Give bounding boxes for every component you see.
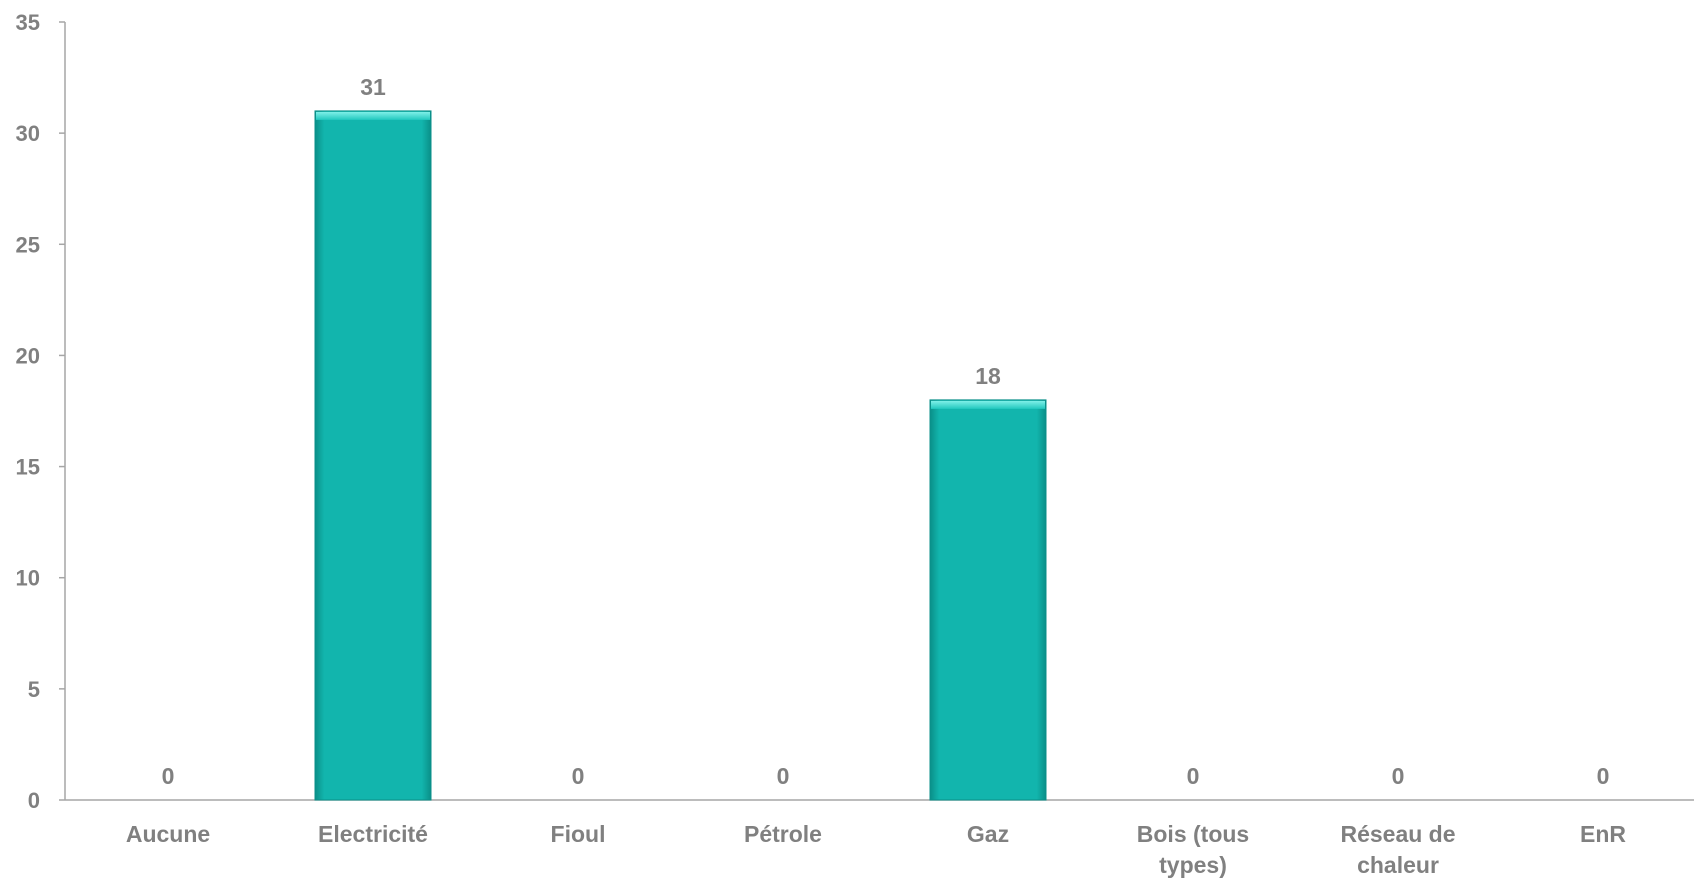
bar	[929, 399, 1047, 801]
y-axis: 0 5 10 15 20 25 30 35	[16, 10, 66, 813]
y-tick-label: 0	[28, 788, 40, 813]
bar-bevel	[316, 111, 430, 120]
x-tick-label: Electricité	[318, 821, 428, 847]
data-label: 0	[1597, 763, 1610, 789]
y-tick-label: 5	[28, 677, 40, 702]
bar-bevel	[931, 400, 1045, 409]
data-label: 18	[975, 363, 1001, 389]
data-label: 0	[572, 763, 585, 789]
bars	[314, 110, 1047, 801]
data-labels: 0 31 0 0 18 0 0 0	[162, 74, 1610, 789]
x-tick-label: Aucune	[126, 821, 210, 847]
x-tick-label: Gaz	[967, 821, 1009, 847]
y-tick-label: 20	[16, 343, 40, 368]
data-label: 0	[1392, 763, 1405, 789]
x-tick-label: Pétrole	[744, 821, 822, 847]
x-tick-label: Réseau de chaleur	[1340, 821, 1455, 878]
y-tick-label: 15	[16, 455, 40, 480]
data-label: 31	[360, 74, 386, 100]
bar-body	[929, 399, 1047, 801]
y-tick-label: 30	[16, 121, 40, 146]
y-tick-label: 35	[16, 10, 40, 35]
bar-body	[314, 110, 432, 801]
data-label: 0	[1187, 763, 1200, 789]
x-axis: Aucune Electricité Fioul Pétrole Gaz Bois (to…	[65, 799, 1694, 878]
y-tick-label: 10	[16, 566, 40, 591]
x-tick-label: EnR	[1580, 821, 1626, 847]
y-tick-label: 25	[16, 232, 40, 257]
data-label: 0	[777, 763, 790, 789]
data-label: 0	[162, 763, 175, 789]
bar	[314, 110, 432, 801]
x-tick-label: Fioul	[551, 821, 606, 847]
x-tick-label: Bois (tous types)	[1137, 821, 1249, 878]
